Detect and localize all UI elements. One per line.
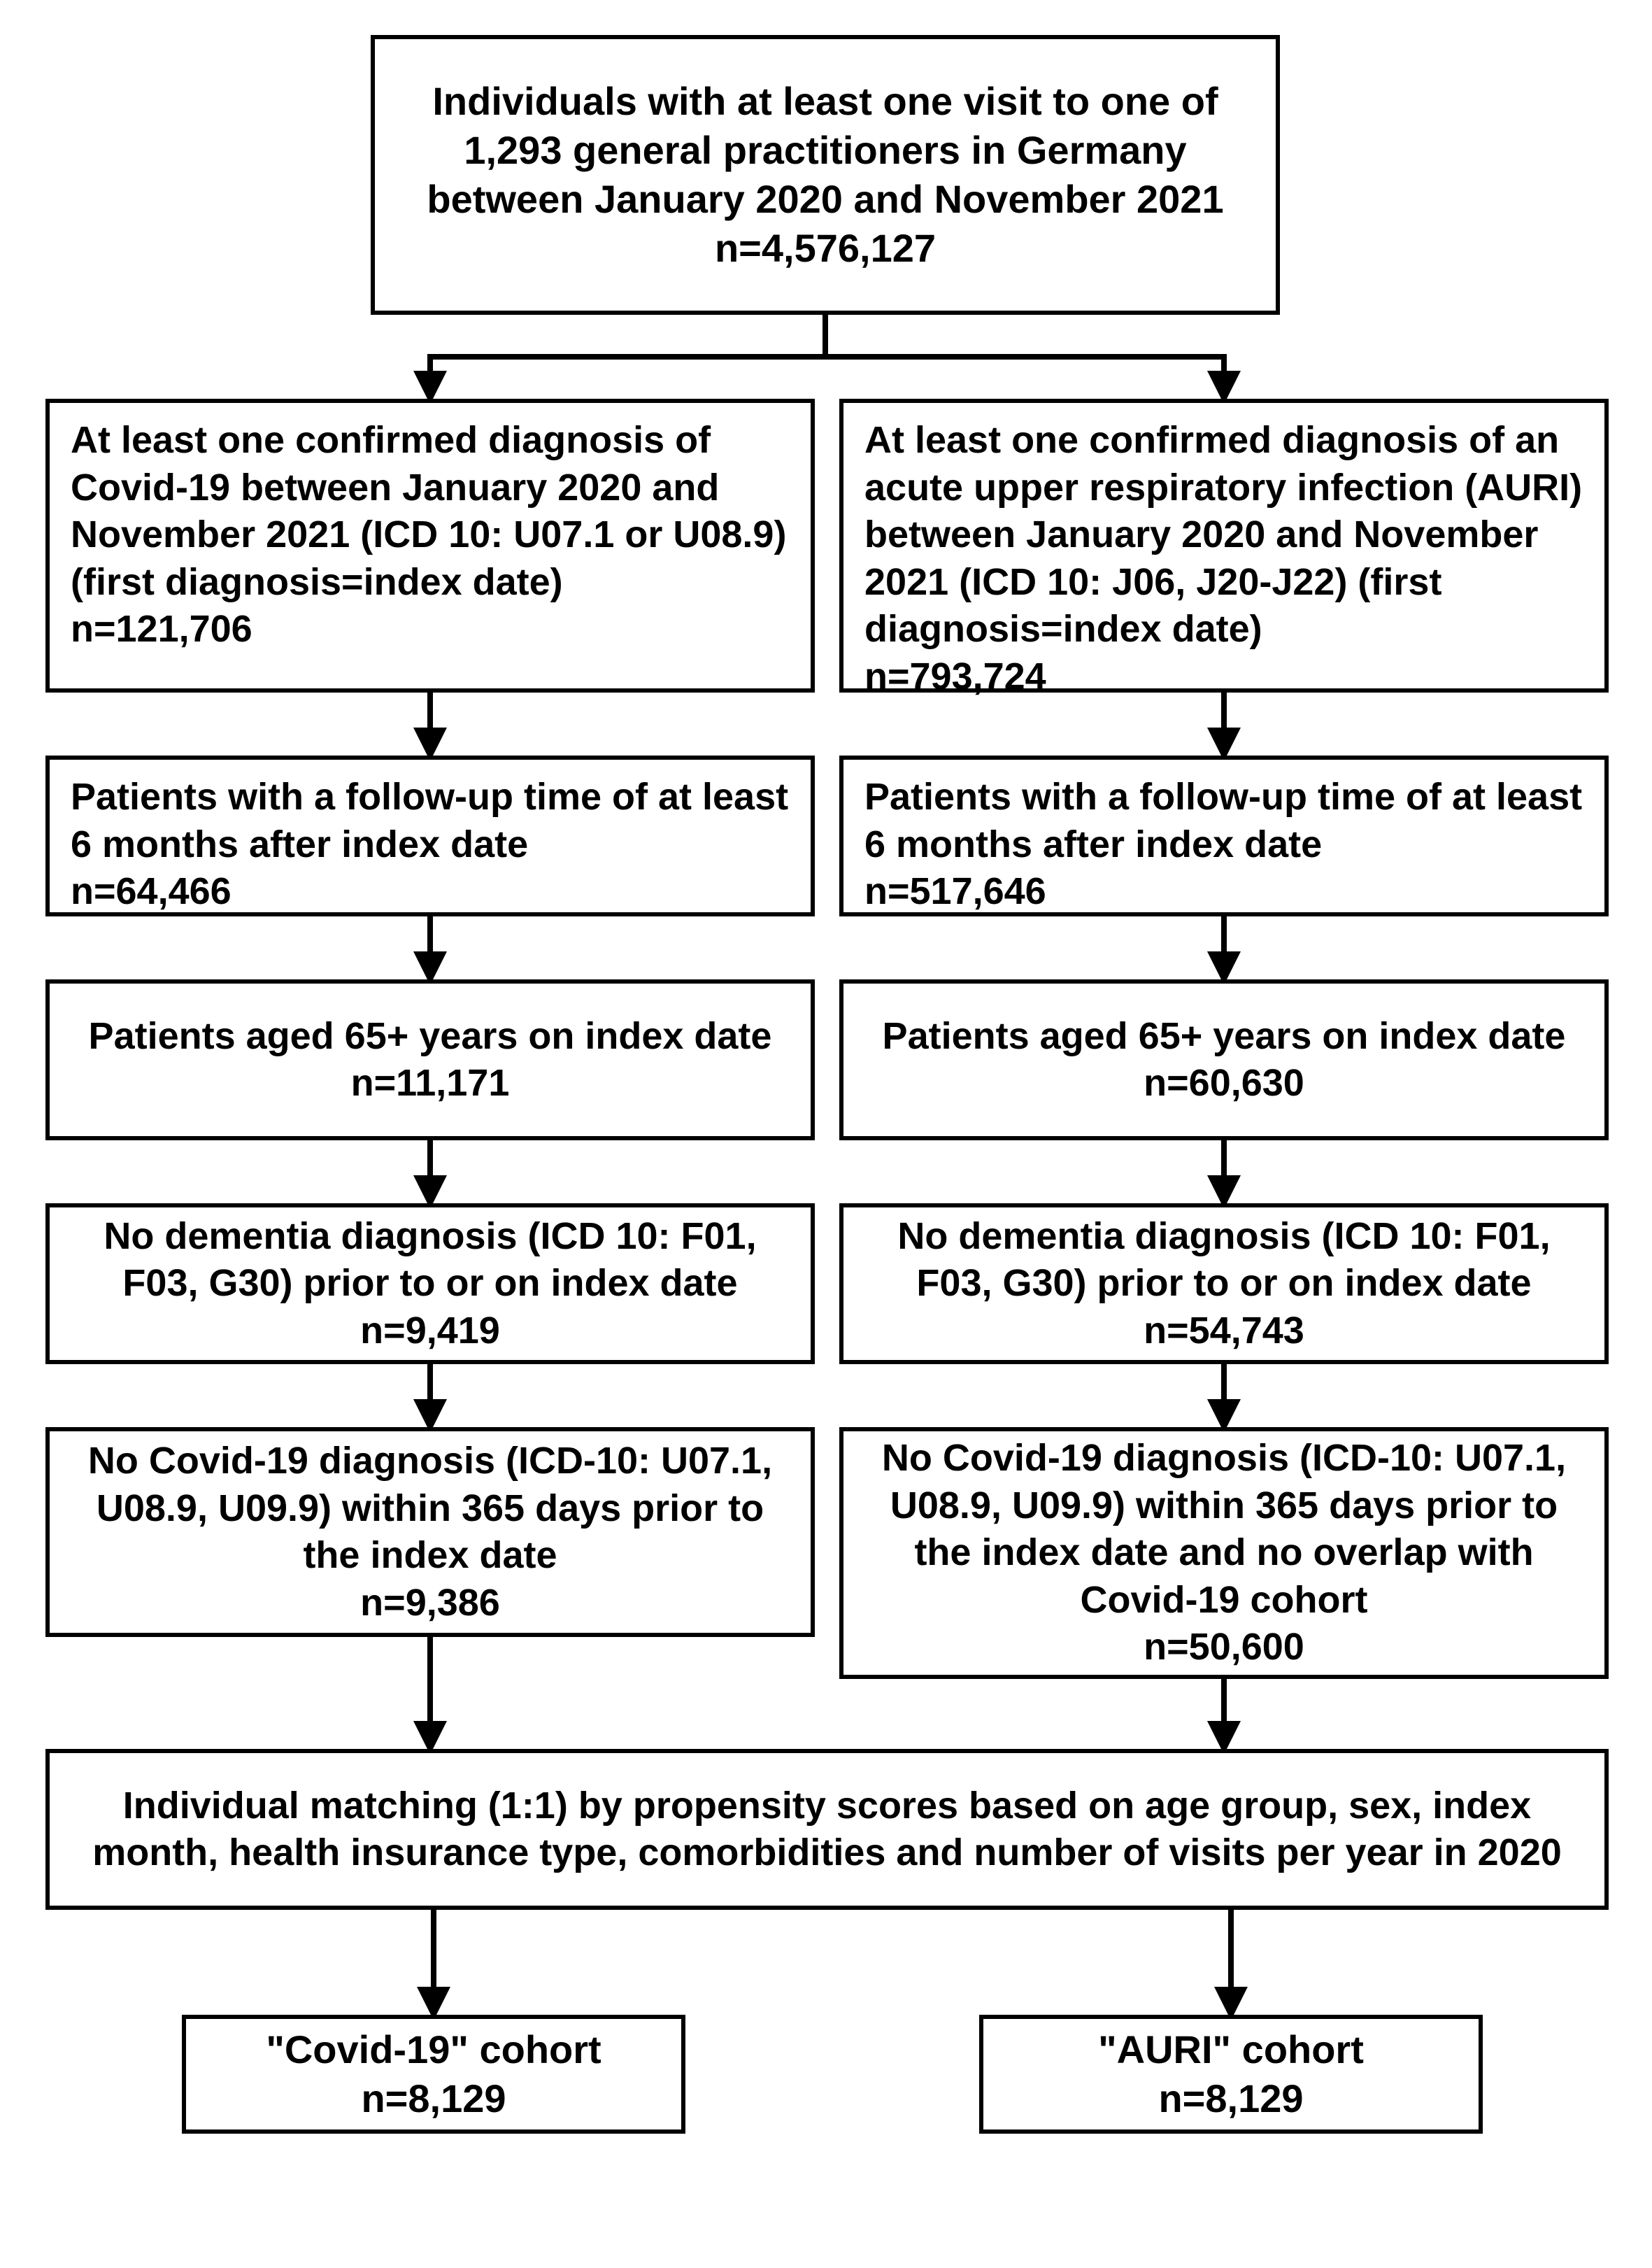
- box-matching: Individual matching (1:1) by propensity …: [45, 1749, 1609, 1910]
- box-left5: No Covid-19 diagnosis (ICD-10: U07.1, U0…: [45, 1427, 815, 1637]
- box-text-left5: No Covid-19 diagnosis (ICD-10: U07.1, U0…: [71, 1438, 790, 1626]
- box-text-root: Individuals with at least one visit to o…: [396, 77, 1255, 273]
- box-text-left2: Patients with a follow-up time of at lea…: [71, 774, 790, 916]
- box-root: Individuals with at least one visit to o…: [371, 35, 1280, 315]
- box-text-right2: Patients with a follow-up time of at lea…: [864, 774, 1583, 916]
- box-text-left4: No dementia diagnosis (ICD 10: F01, F03,…: [71, 1213, 790, 1355]
- box-text-left3: Patients aged 65+ years on index daten=1…: [71, 1013, 790, 1107]
- box-text-right3: Patients aged 65+ years on index daten=6…: [864, 1013, 1583, 1107]
- box-left3: Patients aged 65+ years on index daten=1…: [45, 979, 815, 1140]
- box-left1: At least one confirmed diagnosis of Covi…: [45, 399, 815, 693]
- box-text-matching: Individual matching (1:1) by propensity …: [71, 1782, 1583, 1877]
- box-left2: Patients with a follow-up time of at lea…: [45, 756, 815, 916]
- box-text-left1: At least one confirmed diagnosis of Covi…: [71, 417, 790, 653]
- edge-root-to-right1: [825, 315, 1224, 399]
- box-text-right1: At least one confirmed diagnosis of an a…: [864, 417, 1583, 700]
- flowchart-container: Individuals with at least one visit to o…: [0, 0, 1652, 2268]
- box-right4: No dementia diagnosis (ICD 10: F01, F03,…: [839, 1203, 1609, 1364]
- box-right1: At least one confirmed diagnosis of an a…: [839, 399, 1609, 693]
- box-covidCohort: "Covid-19" cohortn=8,129: [182, 2015, 685, 2134]
- box-text-covidCohort: "Covid-19" cohortn=8,129: [207, 2025, 660, 2123]
- box-text-right4: No dementia diagnosis (ICD 10: F01, F03,…: [864, 1213, 1583, 1355]
- box-text-right5: No Covid-19 diagnosis (ICD-10: U07.1, U0…: [864, 1435, 1583, 1671]
- box-auriCohort: "AURI" cohortn=8,129: [979, 2015, 1483, 2134]
- box-right3: Patients aged 65+ years on index daten=6…: [839, 979, 1609, 1140]
- box-right5: No Covid-19 diagnosis (ICD-10: U07.1, U0…: [839, 1427, 1609, 1679]
- box-left4: No dementia diagnosis (ICD 10: F01, F03,…: [45, 1203, 815, 1364]
- box-text-auriCohort: "AURI" cohortn=8,129: [1004, 2025, 1458, 2123]
- edge-root-to-left1: [430, 315, 825, 399]
- box-right2: Patients with a follow-up time of at lea…: [839, 756, 1609, 916]
